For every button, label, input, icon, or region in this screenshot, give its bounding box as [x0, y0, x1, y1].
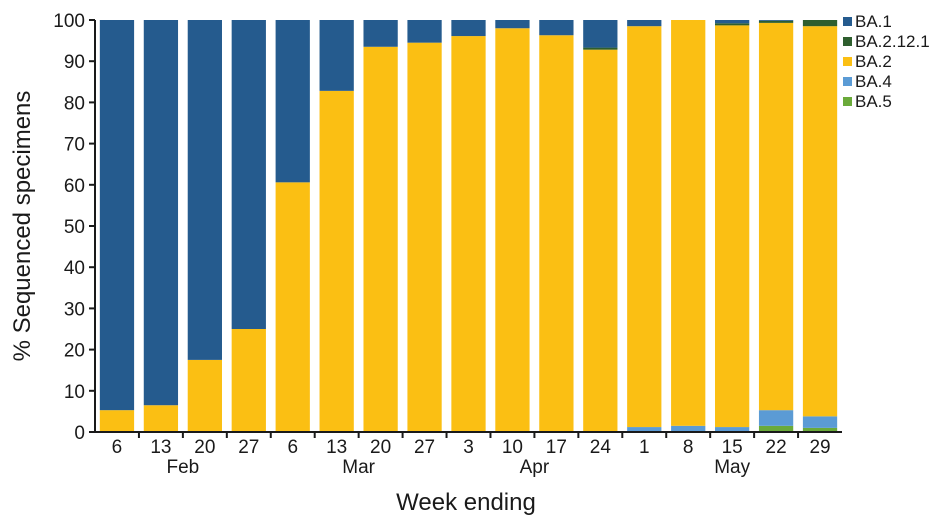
bar-ba-1-4 — [275, 20, 310, 183]
bar-ba-1-3 — [231, 20, 266, 329]
x-tick-label-15: 22 — [766, 437, 787, 458]
bar-ba-2-8 — [451, 36, 486, 432]
y-tick-label-10: 10 — [64, 382, 85, 403]
x-tick-label-10: 17 — [546, 437, 567, 458]
bars-group — [99, 20, 838, 433]
bar-ba-1-14 — [715, 20, 750, 24]
x-tick-label-6: 20 — [370, 437, 391, 458]
legend-label-ba-5: BA.5 — [855, 92, 892, 111]
legend-swatch-ba-1 — [843, 17, 852, 26]
y-tick-label-60: 60 — [64, 176, 85, 197]
legend-label-ba-2-12-1: BA.2.12.1 — [855, 32, 930, 51]
legend-swatch-ba-2 — [843, 57, 852, 66]
y-tick-label-100: 100 — [53, 11, 85, 32]
legend-swatch-ba-5 — [843, 97, 852, 106]
bar-ba-1-6 — [363, 20, 398, 47]
bar-ba-2-12-1-14 — [715, 23, 750, 26]
month-label-apr: Apr — [520, 457, 550, 478]
bar-ba-2-1 — [143, 405, 179, 432]
x-tick-label-11: 24 — [590, 437, 612, 458]
bar-ba-4-15 — [758, 410, 794, 426]
y-ticks-group: 0 10 20 30 40 50 60 70 80 90 100 — [53, 11, 95, 444]
x-tick-label-9: 10 — [502, 437, 523, 458]
bar-ba-2-3 — [231, 329, 266, 432]
bar-ba-4-16 — [802, 416, 838, 428]
y-tick-label-40: 40 — [64, 258, 85, 279]
bar-ba-4-14 — [715, 427, 750, 432]
bar-ba-2-12-1-15 — [758, 20, 794, 23]
x-tick-label-1: 13 — [150, 437, 171, 458]
y-axis-title: % Sequenced specimens — [9, 91, 36, 362]
bar-ba-2-12 — [627, 26, 662, 428]
bar-ba-2-14 — [715, 25, 750, 428]
bar-ba-2-0 — [99, 410, 135, 432]
x-axis-title: Week ending — [396, 489, 536, 516]
bar-ba-4-13 — [671, 425, 706, 432]
month-label-feb: Feb — [167, 457, 200, 478]
x-tick-label-5: 13 — [326, 437, 347, 458]
bar-ba-2-4 — [275, 182, 310, 432]
bar-ba-5-15 — [758, 425, 794, 432]
x-tick-label-2: 20 — [194, 437, 215, 458]
bar-ba-2-12-1-16 — [802, 20, 838, 27]
bar-ba-2-16 — [802, 26, 838, 417]
x-tick-label-4: 6 — [287, 437, 298, 458]
bar-ba-5-16 — [802, 427, 838, 432]
month-label-may: May — [714, 457, 750, 478]
x-tick-label-8: 3 — [463, 437, 474, 458]
y-tick-label-50: 50 — [64, 217, 85, 238]
bar-ba-2-2 — [187, 359, 222, 432]
bar-ba-2-11 — [583, 49, 618, 432]
bar-ba-2-6 — [363, 46, 398, 432]
bar-ba-2-7 — [407, 42, 442, 432]
y-tick-label-70: 70 — [64, 135, 85, 156]
bar-ba-2-9 — [495, 28, 530, 433]
month-labels-group: Feb Mar Apr May — [167, 457, 751, 478]
bar-ba-2-10 — [539, 35, 574, 433]
bar-ba-1-7 — [407, 20, 442, 43]
bar-ba-2-12-1-11 — [583, 47, 618, 50]
bar-ba-1-2 — [187, 20, 222, 360]
bar-ba-1-12 — [627, 20, 662, 27]
bar-ba-1-10 — [539, 20, 574, 36]
bar-ba-2-15 — [758, 22, 794, 411]
x-tick-label-16: 29 — [809, 437, 830, 458]
y-tick-label-20: 20 — [64, 341, 85, 362]
bar-ba-2-13 — [671, 20, 706, 426]
bar-ba-1-9 — [495, 20, 530, 29]
y-tick-label-80: 80 — [64, 93, 85, 114]
legend-swatch-ba-2-12-1 — [843, 37, 852, 46]
y-tick-label-0: 0 — [74, 423, 85, 444]
x-tick-label-7: 27 — [414, 437, 435, 458]
x-tick-label-14: 15 — [722, 437, 743, 458]
x-tick-label-13: 8 — [683, 437, 694, 458]
bar-ba-1-1 — [143, 20, 179, 406]
x-tick-label-0: 6 — [112, 437, 123, 458]
x-tick-label-12: 1 — [639, 437, 650, 458]
x-tick-label-3: 27 — [238, 437, 259, 458]
legend-label-ba-2: BA.2 — [855, 52, 892, 71]
bar-ba-4-12 — [627, 427, 662, 432]
legend-swatch-ba-4 — [843, 77, 852, 86]
legend-label-ba-1: BA.1 — [855, 12, 892, 31]
bar-ba-1-11 — [583, 20, 618, 48]
bar-ba-1-8 — [451, 20, 486, 37]
month-label-mar: Mar — [342, 457, 375, 478]
bar-ba-1-15 — [758, 20, 794, 21]
bar-ba-1-5 — [319, 20, 354, 91]
bar-ba-1-0 — [99, 20, 135, 411]
bar-ba-2-5 — [319, 90, 354, 433]
y-tick-label-90: 90 — [64, 52, 85, 73]
x-ticks-group: 6 13 20 27 6 13 20 27 3 10 17 24 1 8 15 22 29 — [112, 432, 831, 458]
y-tick-label-30: 30 — [64, 299, 85, 320]
legend-label-ba-4: BA.4 — [855, 72, 892, 91]
legend: BA.1BA.2.12.1BA.2BA.4BA.5 — [843, 12, 930, 111]
